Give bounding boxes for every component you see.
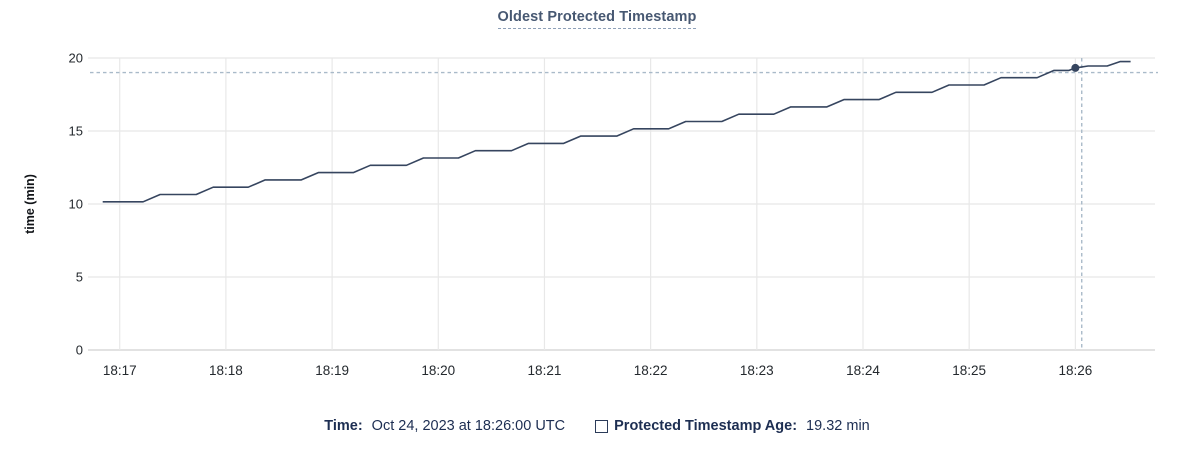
x-tick-label: 18:22: [634, 363, 668, 378]
chart-title: Oldest Protected Timestamp: [0, 8, 1194, 29]
y-tick-label: 5: [76, 270, 83, 285]
y-tick-label: 15: [69, 124, 83, 139]
x-tick-label: 18:21: [528, 363, 562, 378]
chart-title-text[interactable]: Oldest Protected Timestamp: [497, 9, 697, 29]
tooltip-time-label: Time:: [324, 418, 363, 434]
legend-swatch-icon[interactable]: [595, 419, 609, 433]
x-tick-label: 18:24: [846, 363, 880, 378]
legend-item-protected-timestamp-age[interactable]: Protected Timestamp Age: 19.32 min: [595, 418, 870, 434]
x-tick-label: 18:17: [103, 363, 137, 378]
x-tick-label: 18:18: [209, 363, 243, 378]
x-tick-label: 18:23: [740, 363, 774, 378]
y-tick-label: 10: [69, 197, 83, 212]
legend-series-label: Protected Timestamp Age:: [614, 418, 798, 434]
tooltip-time-value: Oct 24, 2023 at 18:26:00 UTC: [371, 418, 566, 434]
x-tick-label: 18:25: [952, 363, 986, 378]
x-tick-label: 18:20: [421, 363, 455, 378]
y-tick-label: 0: [76, 343, 83, 358]
legend-series-value: 19.32 min: [806, 418, 870, 434]
x-tick-label: 18:19: [315, 363, 349, 378]
data-point-marker: [1071, 63, 1080, 72]
chart-legend: Time: Oct 24, 2023 at 18:26:00 UTC Prote…: [0, 418, 1194, 434]
y-tick-label: 20: [69, 51, 83, 66]
series-line-protected-timestamp-age: [102, 60, 1131, 203]
y-axis-title: time (min): [23, 174, 37, 234]
x-tick-label: 18:26: [1058, 363, 1092, 378]
tooltip-time: Time: Oct 24, 2023 at 18:26:00 UTC: [324, 418, 565, 434]
